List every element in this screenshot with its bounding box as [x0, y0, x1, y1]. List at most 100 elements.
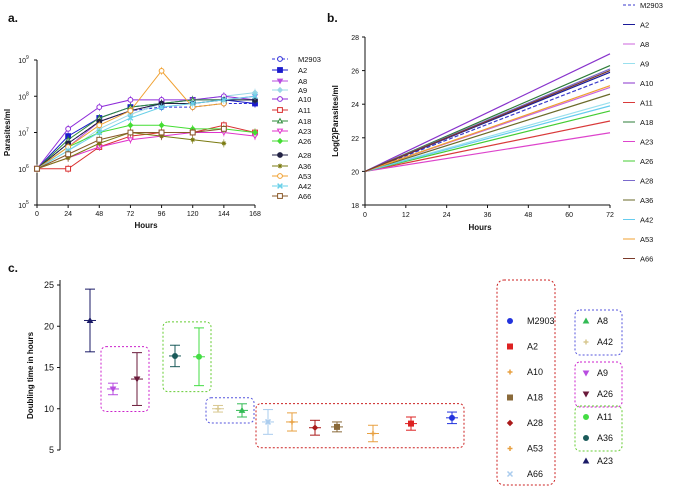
panel-c-point-A9: [109, 386, 117, 393]
panel-c-point-A28: [311, 424, 319, 431]
panel-b-xlabel: Hours: [468, 223, 492, 232]
panel-a-legend-label: A9: [298, 86, 307, 95]
panel-b-legend-label: A66: [640, 255, 653, 264]
panel-a-point-A42: [252, 93, 258, 100]
panel-c-legend-label: A10: [527, 367, 543, 377]
panel-c-point-A42: [215, 406, 221, 412]
panel-c-legend-marker: [582, 370, 590, 377]
panel-b-legend-label: A9: [640, 60, 649, 69]
panel-a-xtick-label: 144: [218, 211, 230, 218]
panel-c-group-box: [205, 397, 255, 424]
panel-c-legend-box: [574, 405, 623, 452]
panel-a-point-A36: [221, 140, 227, 146]
panel-c-legend-marker: [507, 343, 513, 350]
panel-a-point-A66: [34, 165, 40, 172]
panel-c-ytick-label: 15: [44, 363, 54, 373]
panel-c-point-A11: [196, 353, 202, 360]
panel-c-legend-label: A9: [597, 368, 608, 378]
panel-c: c. 5 10 15 20 25 Doubling time in hours M2903 A2…: [8, 261, 623, 486]
panel-a-legend-label: A8: [298, 77, 307, 86]
panel-b-line-A42: [364, 105, 611, 172]
panel-c-ytick-label: 25: [44, 280, 54, 290]
panel-a-xtick-label: 48: [95, 211, 103, 218]
panel-c-legend-marker: [507, 446, 513, 451]
panel-b-legend-label: A53: [640, 235, 653, 244]
panel-c-legend-marker: [506, 470, 514, 478]
panel-a-legend-label: A2: [298, 66, 307, 75]
panel-a-xtick-label: 96: [158, 211, 166, 218]
panel-a-legend-marker: [276, 137, 284, 145]
panel-b-legend-label: A42: [640, 216, 653, 225]
panel-c-legend-marker: [507, 318, 513, 324]
panel-a-xtick-label: 0: [35, 211, 39, 218]
panel-a-point-A26: [158, 122, 165, 129]
panel-a-legend-marker: [277, 173, 283, 179]
panel-a-ytick-exp: 7: [26, 128, 29, 134]
panel-a-ytick-label: 10: [18, 131, 26, 138]
panel-b-line-A10: [364, 53, 611, 172]
panel-b-ytick-label: 18: [351, 203, 359, 210]
panel-a-ytick-exp: 9: [26, 55, 29, 61]
panel-b-legend-label: A26: [640, 157, 653, 166]
panel-a-series-line-A26: [36, 124, 256, 170]
panel-b-line-A36: [364, 93, 611, 172]
panel-c-legend-label: A18: [527, 393, 543, 403]
panel-c-point-A53: [289, 419, 295, 425]
panel-b-ytick-label: 20: [351, 169, 359, 176]
panel-a-point-A42: [127, 115, 134, 121]
panel-a-xtick-label: 72: [127, 211, 135, 218]
panel-a-point-A42: [158, 104, 165, 111]
panel-b-ylabel: Log(2)Parasites/ml: [331, 85, 340, 157]
panel-c-group-box: [255, 403, 465, 449]
panel-a-legend-label: A11: [298, 106, 311, 115]
panel-a-legend-label: A28: [298, 151, 311, 160]
panel-c-legend-marker: [582, 317, 590, 324]
panel-a-ylabel: Parasites/ml: [3, 109, 12, 156]
panel-c-group-box: [162, 321, 212, 393]
panel-c-legend-box-red: [496, 279, 556, 486]
panel-a-legend-label: A23: [298, 127, 311, 136]
panel-a-point-A66: [158, 129, 165, 136]
panel-a-point-A66: [220, 125, 227, 132]
panel-c-legend-label: A53: [527, 444, 543, 454]
panel-b-legend-label: A36: [640, 196, 653, 205]
panel-a-legend-marker: [277, 193, 283, 199]
panel-b-ytick-label: 26: [351, 69, 359, 76]
panel-a-legend-marker: [276, 86, 284, 94]
panel-b-xtick-label: 60: [565, 212, 573, 219]
panel-a-point-A26: [251, 129, 259, 136]
panel-b-ytick-label: 24: [351, 102, 359, 109]
panel-c-legend-box: [574, 361, 623, 408]
panel-a-point-A23: [127, 137, 134, 144]
panel-b-xtick-label: 12: [402, 212, 410, 219]
panel-a-point-A10: [65, 125, 72, 132]
panel-a-label: a.: [8, 11, 18, 25]
panel-b-legend-label: A10: [640, 79, 653, 88]
panel-b-ytick-label: 28: [351, 35, 359, 42]
panel-c-legend-marker: [583, 414, 589, 420]
panel-b-label: b.: [327, 11, 338, 25]
panel-a-series-line-A18: [36, 99, 255, 170]
panel-c-point-A18: [334, 423, 340, 430]
panel-c-point-A26: [133, 376, 141, 383]
panel-c-ytick-label: 10: [44, 404, 54, 414]
panel-a-legend-label: A26: [298, 137, 311, 146]
panel-b-legend-label: A8: [640, 40, 649, 49]
panel-c-point-A23: [86, 316, 94, 323]
panel-b-legend-label: M2903: [640, 1, 663, 10]
panel-c-legend-label: A8: [597, 316, 608, 326]
panel-a-legend-marker: [277, 152, 283, 158]
panel-c-point-A8: [238, 406, 246, 413]
panel-a-legend-label: A53: [298, 172, 311, 181]
panel-c-legend-marker: [583, 435, 589, 441]
panel-a-series-line-A10: [36, 95, 256, 170]
panel-a-legend-label: A66: [298, 192, 311, 201]
panel-c-point-A36: [172, 352, 178, 359]
panel-b-legend-label: A18: [640, 118, 653, 127]
panel-c-ytick-label: 20: [44, 321, 54, 331]
panel-a-series-line-A42: [36, 95, 256, 170]
panel-c-ylabel: Doubling time in hours: [26, 331, 35, 419]
panel-a-point-A53: [127, 107, 134, 114]
